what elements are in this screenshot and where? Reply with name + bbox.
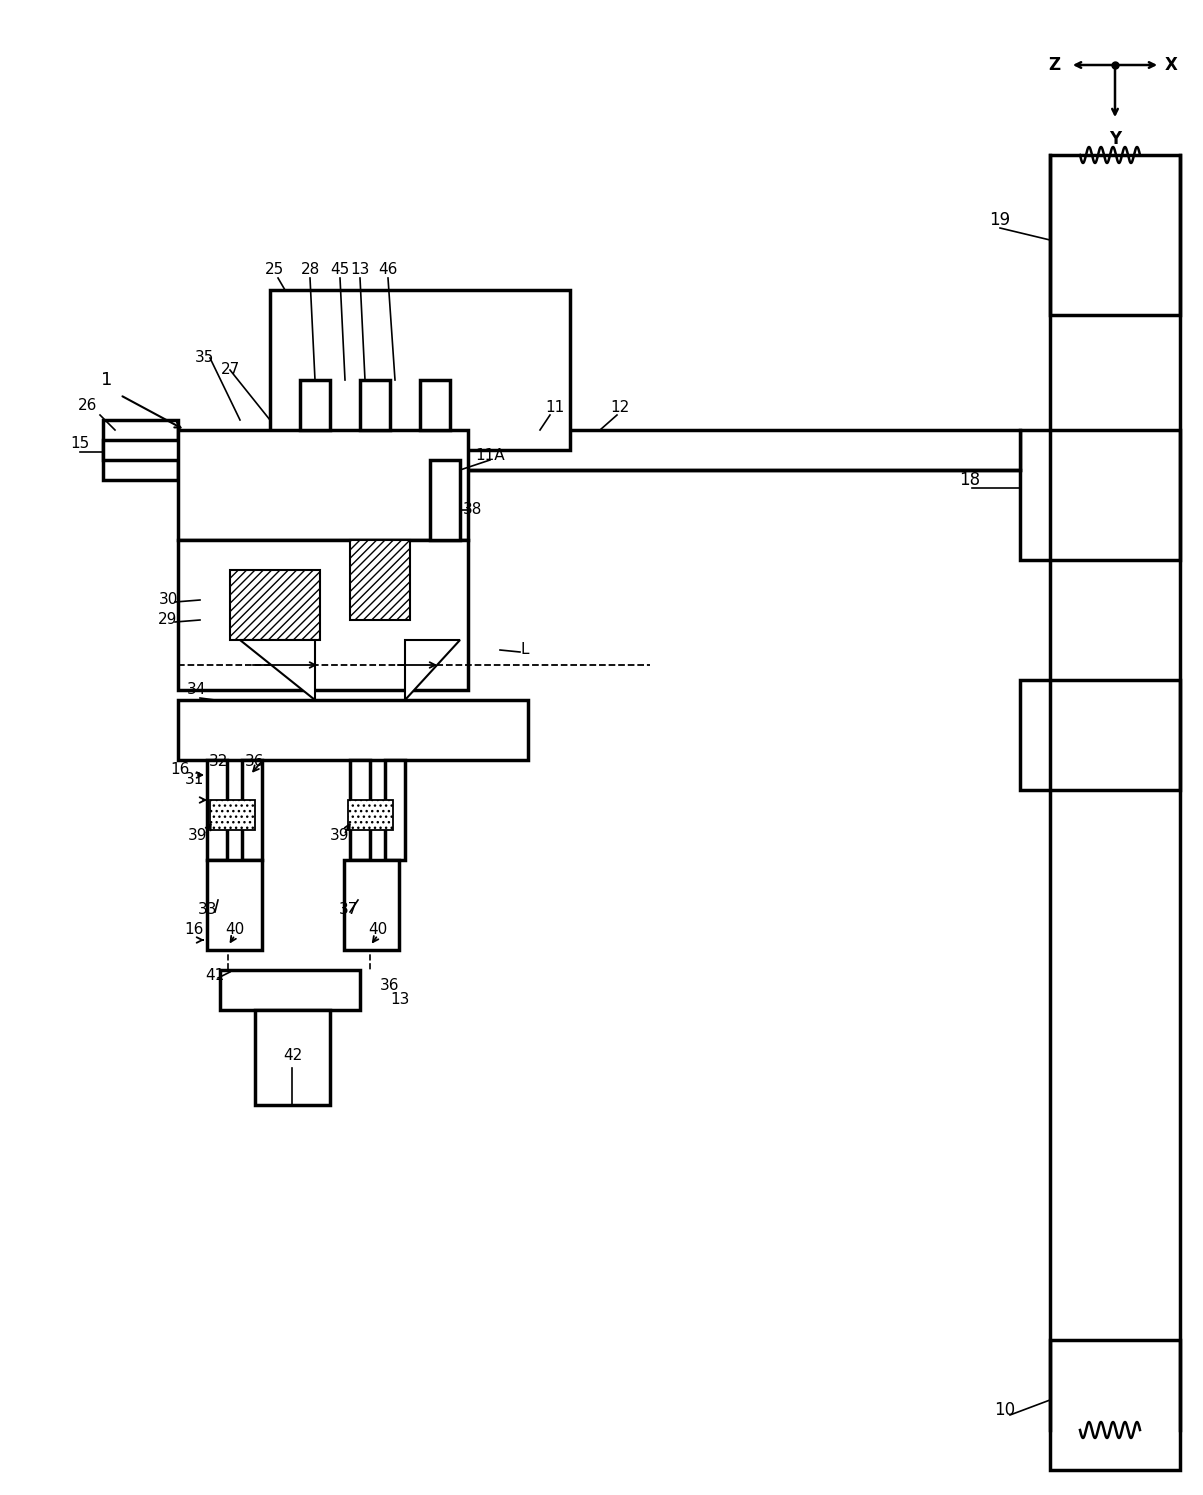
Bar — [220, 970, 360, 1011]
Text: 15: 15 — [70, 437, 90, 451]
Bar — [300, 380, 330, 431]
Bar — [350, 759, 371, 860]
Text: 33: 33 — [198, 903, 218, 918]
Text: 32: 32 — [208, 755, 227, 770]
Bar — [360, 380, 390, 431]
Bar — [242, 759, 262, 860]
Text: 1: 1 — [101, 371, 113, 389]
Text: 13: 13 — [390, 993, 410, 1008]
Text: 41: 41 — [206, 967, 225, 982]
Text: 45: 45 — [331, 263, 350, 278]
Text: Y: Y — [1109, 130, 1121, 148]
Text: 40: 40 — [225, 922, 244, 937]
Text: L: L — [520, 643, 528, 658]
Bar — [178, 700, 528, 759]
Bar — [429, 460, 460, 540]
Text: 36: 36 — [380, 978, 399, 993]
Text: 34: 34 — [188, 683, 207, 698]
Text: 12: 12 — [610, 401, 629, 416]
Bar — [1050, 1340, 1180, 1470]
Bar — [460, 431, 1020, 469]
Bar — [344, 860, 399, 949]
Text: 35: 35 — [195, 350, 214, 365]
Text: 18: 18 — [960, 471, 980, 489]
Text: 38: 38 — [462, 502, 481, 517]
Text: 25: 25 — [266, 263, 285, 278]
Bar — [348, 800, 393, 830]
Text: 26: 26 — [78, 399, 97, 414]
Bar — [207, 860, 262, 949]
Text: 30: 30 — [159, 592, 178, 607]
Text: 27: 27 — [220, 362, 239, 378]
Text: 16: 16 — [184, 922, 203, 937]
Bar — [385, 759, 405, 860]
Bar — [178, 431, 468, 540]
Text: 39: 39 — [188, 828, 208, 843]
Text: 10: 10 — [995, 1401, 1015, 1419]
Text: 40: 40 — [368, 922, 387, 937]
Bar — [255, 1011, 330, 1105]
Text: 13: 13 — [350, 263, 369, 278]
Bar — [103, 440, 273, 460]
Polygon shape — [241, 640, 315, 700]
Text: 28: 28 — [301, 263, 320, 278]
Text: 11A: 11A — [475, 447, 505, 462]
Text: Z: Z — [1048, 55, 1060, 73]
Text: 19: 19 — [989, 211, 1011, 229]
Text: 42: 42 — [284, 1048, 303, 1063]
Bar — [178, 540, 468, 691]
Bar — [230, 570, 320, 640]
Text: 31: 31 — [185, 773, 205, 788]
Text: 16: 16 — [171, 762, 190, 777]
Bar — [207, 759, 227, 860]
Bar — [211, 800, 255, 830]
Bar — [103, 420, 178, 480]
Bar — [420, 380, 450, 431]
Text: 11: 11 — [545, 401, 564, 416]
Text: 29: 29 — [159, 613, 178, 628]
Text: 37: 37 — [338, 903, 357, 918]
Text: 39: 39 — [331, 828, 350, 843]
Bar — [1050, 155, 1180, 315]
Text: 46: 46 — [378, 263, 398, 278]
Bar — [1020, 431, 1180, 561]
Bar — [269, 290, 570, 450]
Text: X: X — [1165, 55, 1178, 73]
Polygon shape — [405, 640, 460, 700]
Bar — [1020, 680, 1180, 789]
Bar — [350, 540, 410, 620]
Text: 36: 36 — [245, 755, 265, 770]
